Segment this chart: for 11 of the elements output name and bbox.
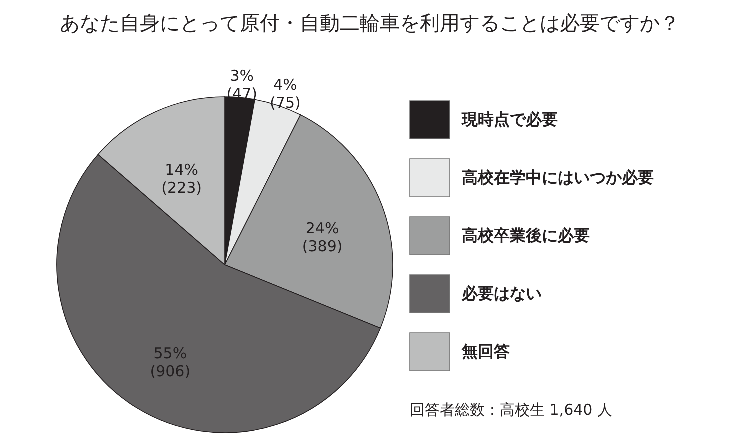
data-label: 4% (75) [270, 76, 301, 112]
data-label: 55% (906) [150, 344, 191, 381]
data-label: 24% (389) [302, 219, 343, 256]
chart-title: あなた自身にとって原付・自動二輪車を利用することは必要ですか？ [60, 11, 680, 35]
legend-label: 無回答 [461, 342, 510, 361]
legend-label: 現時点で必要 [461, 110, 558, 129]
text: 回答者総数：高校生 1,640 人 [410, 401, 612, 419]
legend-label: 必要はない [461, 284, 542, 303]
data-label: 14% (223) [162, 161, 202, 198]
legend-label: 高校在学中にはいつか必要 [462, 168, 654, 187]
legend-label: 高校卒業後に必要 [462, 226, 590, 245]
